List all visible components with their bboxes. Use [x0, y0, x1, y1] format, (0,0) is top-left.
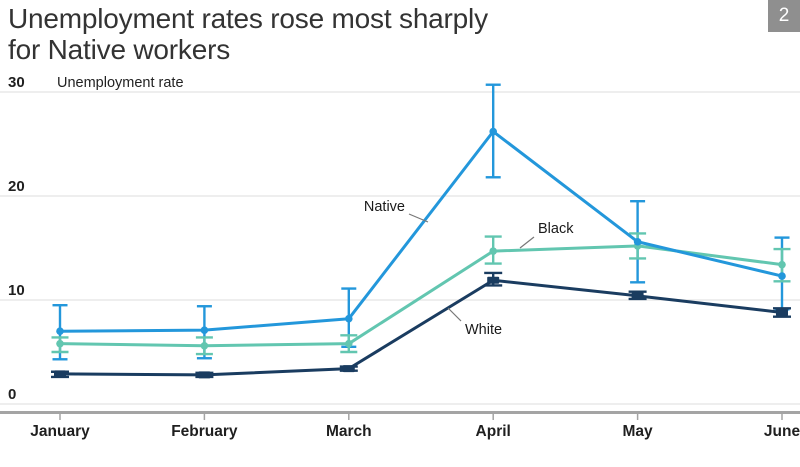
label-connector — [519, 236, 535, 249]
marker-white-march — [342, 365, 355, 373]
y-tick-label-30: 30 — [8, 74, 25, 91]
marker-black-february — [200, 341, 209, 350]
marker-native-june — [778, 272, 786, 280]
marker-white-january — [54, 370, 66, 378]
x-tick-label-May: May — [623, 423, 654, 440]
chart-title-line-2: for Native workers — [8, 34, 231, 65]
y-tick-label-20: 20 — [8, 178, 25, 195]
marker-white-may — [631, 292, 644, 300]
y-tick-label-10: 10 — [8, 282, 25, 299]
marker-native-february — [200, 326, 209, 334]
marker-black-june — [778, 260, 786, 269]
marker-native-january — [56, 327, 64, 336]
marker-native-may — [633, 237, 642, 246]
slide-number-badge: 2 — [768, 0, 800, 32]
series-label-text-native: Native — [364, 199, 405, 215]
series-label-white — [447, 307, 462, 322]
x-tick-label-April: April — [476, 423, 511, 440]
label-connector — [408, 213, 429, 223]
y-axis-caption: Unemployment rate — [57, 75, 184, 91]
series-label-native — [408, 213, 429, 223]
marker-native-march — [345, 314, 353, 323]
x-tick-label-February: February — [171, 423, 238, 440]
series-label-text-black: Black — [538, 221, 574, 237]
x-tick-label-June: June — [764, 423, 800, 440]
marker-black-march — [345, 339, 353, 348]
series-line-white — [58, 278, 784, 377]
marker-white-june — [776, 308, 788, 316]
series-line-black — [58, 244, 784, 348]
series-label-black — [519, 236, 535, 249]
marker-black-april — [489, 247, 498, 255]
series-label-text-white: White — [465, 322, 502, 338]
marker-native-april — [489, 127, 498, 136]
marker-white-february — [198, 371, 211, 379]
chart-title-line-1: Unemployment rates rose most sharply — [8, 3, 488, 34]
y-tick-label-0: 0 — [8, 386, 16, 403]
x-tick-label-March: March — [326, 423, 372, 440]
marker-white-april — [487, 276, 500, 284]
chart-title: Unemployment rates rose most sharply for… — [8, 3, 488, 65]
label-connector — [447, 307, 462, 322]
x-tick-label-January: January — [30, 423, 90, 440]
series-line-native — [58, 130, 784, 333]
marker-black-january — [56, 339, 64, 348]
